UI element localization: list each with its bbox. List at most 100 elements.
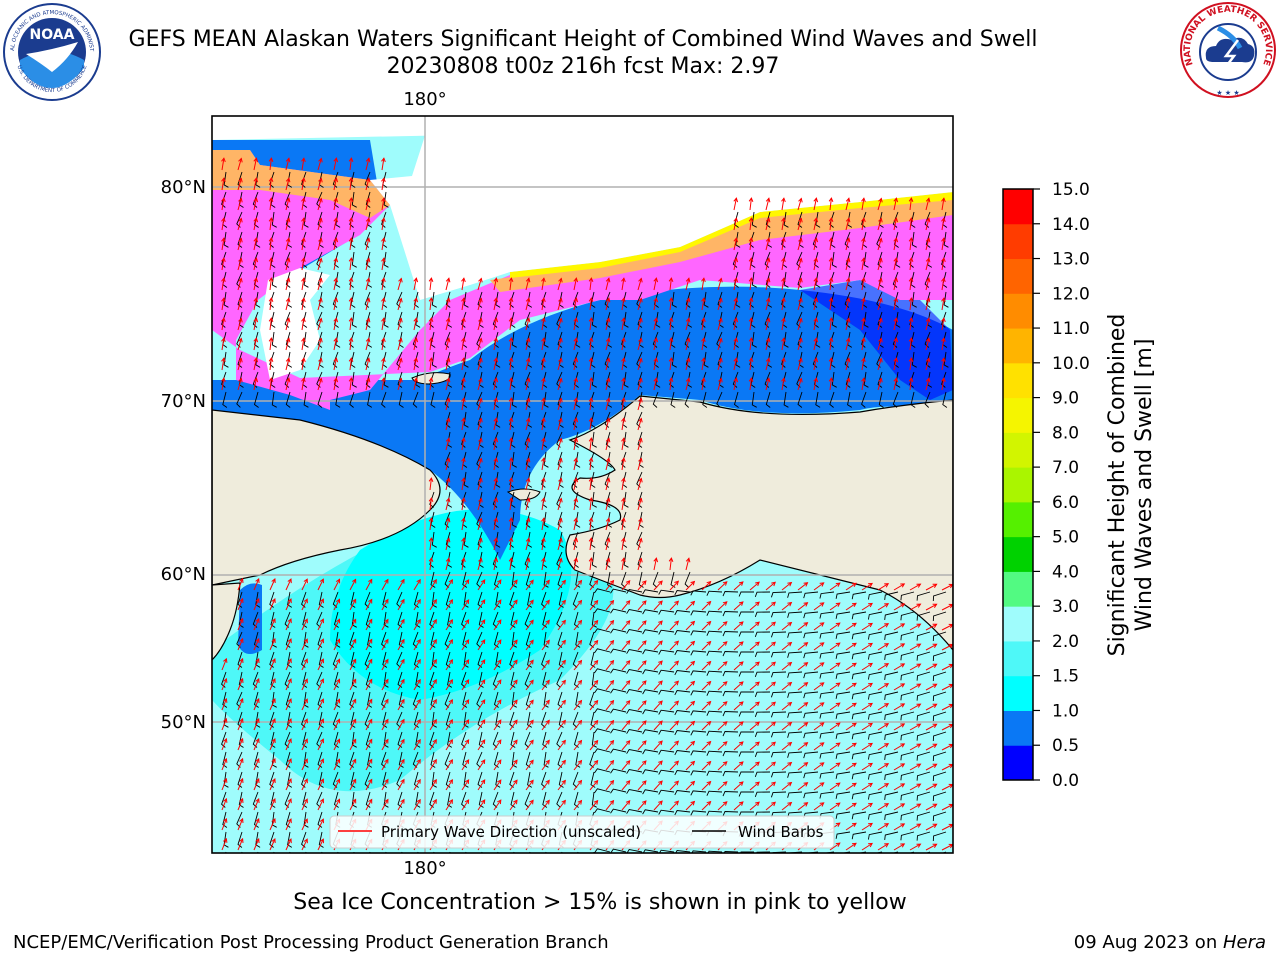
- wave-arrow-head: [941, 297, 946, 303]
- wave-direction-arrow: [253, 838, 260, 851]
- wave-direction-arrow: [317, 798, 324, 811]
- wave-arrow-head: [819, 762, 825, 767]
- wave-arrow-head: [755, 781, 760, 787]
- wave-arrow-head: [381, 157, 386, 163]
- wave-direction-arrow: [365, 779, 373, 791]
- wave-arrow-head: [605, 497, 611, 503]
- wave-arrow-head: [400, 578, 405, 584]
- wave-direction-arrow: [733, 198, 737, 211]
- wind-barb: [397, 311, 403, 328]
- wind-barb: [524, 731, 531, 748]
- wave-direction-arrow: [733, 218, 737, 231]
- wave-direction-arrow: [285, 378, 290, 391]
- wave-arrow-head: [653, 277, 659, 283]
- wave-direction-arrow: [413, 298, 417, 311]
- wave-direction-arrow: [877, 783, 889, 791]
- wind-barb: [497, 851, 499, 853]
- wave-arrow-head: [884, 723, 890, 728]
- wind-barb: [932, 611, 947, 622]
- wave-direction-arrow: [621, 298, 625, 311]
- wave-arrow-head: [845, 217, 851, 223]
- wind-barb: [590, 591, 596, 608]
- wave-arrow-head: [221, 357, 226, 363]
- wave-direction-arrow: [941, 278, 945, 291]
- wind-barb: [652, 331, 659, 348]
- wave-direction-arrow: [365, 158, 370, 171]
- wave-arrow-head: [932, 583, 938, 588]
- wave-direction-arrow: [461, 418, 465, 431]
- wave-direction-arrow: [877, 843, 889, 851]
- wind-barb: [493, 571, 499, 588]
- wind-barb: [269, 231, 275, 248]
- wave-arrow-head: [893, 297, 899, 303]
- wind-barb: [463, 531, 469, 548]
- wave-arrow-head: [701, 357, 706, 363]
- wave-direction-arrow: [765, 701, 776, 711]
- wind-barb: [511, 451, 517, 468]
- wave-arrow-head: [416, 658, 421, 664]
- wind-barb: [703, 291, 709, 308]
- wave-direction-arrow: [797, 318, 802, 331]
- wave-direction-arrow: [909, 643, 921, 651]
- wave-direction-arrow: [941, 238, 945, 251]
- wave-arrow-head: [787, 761, 793, 767]
- wave-arrow-head: [884, 823, 890, 828]
- wave-direction-arrow: [925, 198, 930, 211]
- wave-direction-arrow: [941, 378, 945, 391]
- wave-direction-arrow: [637, 620, 647, 631]
- wave-direction-arrow: [893, 843, 905, 851]
- wave-direction-arrow: [829, 642, 841, 651]
- wind-barb: [222, 811, 228, 828]
- wave-arrow-head: [690, 580, 696, 586]
- wave-arrow-head: [748, 197, 754, 202]
- wave-direction-arrow: [653, 800, 663, 811]
- wave-direction-arrow: [493, 538, 497, 551]
- wind-barb: [909, 371, 915, 388]
- wave-arrow-head: [638, 377, 643, 383]
- wave-arrow-head: [803, 622, 809, 627]
- wave-direction-arrow: [221, 678, 227, 691]
- wave-direction-arrow: [733, 378, 737, 391]
- wave-arrow-head: [318, 157, 323, 163]
- wave-direction-arrow: [509, 538, 512, 551]
- wind-barb: [575, 631, 581, 648]
- wave-direction-arrow: [461, 378, 465, 391]
- wind-barb: [932, 771, 947, 782]
- wave-arrow-head: [819, 722, 825, 727]
- wave-direction-arrow: [733, 661, 744, 671]
- wind-barb: [591, 551, 597, 568]
- wave-direction-arrow: [701, 681, 711, 691]
- wave-direction-arrow: [381, 298, 385, 311]
- wave-arrow-head: [813, 257, 819, 263]
- wind-barb: [674, 630, 691, 636]
- wave-arrow-head: [605, 537, 611, 543]
- colorbar-label-line1: Significant Height of Combined: [1105, 314, 1130, 657]
- wind-barb: [690, 590, 707, 596]
- wave-direction-arrow: [557, 800, 566, 811]
- wave-direction-arrow: [573, 800, 582, 811]
- wave-direction-arrow: [573, 318, 577, 331]
- wave-direction-arrow: [589, 358, 592, 371]
- wind-barb: [511, 511, 517, 528]
- wave-arrow-head: [706, 740, 712, 746]
- wind-barb: [942, 391, 948, 408]
- wave-arrow-head: [798, 297, 803, 303]
- wind-barb: [318, 711, 324, 728]
- wave-direction-arrow: [237, 178, 242, 191]
- wind-barb: [851, 731, 867, 740]
- wave-direction-arrow: [525, 558, 530, 571]
- wave-arrow-head: [941, 317, 946, 323]
- wave-arrow-head: [221, 257, 226, 263]
- wind-barb: [900, 751, 915, 761]
- wave-direction-arrow: [445, 719, 453, 731]
- wave-direction-arrow: [845, 198, 850, 211]
- wave-arrow-head: [932, 763, 938, 768]
- wave-direction-arrow: [717, 581, 728, 591]
- wave-direction-arrow: [621, 760, 631, 771]
- wind-barb: [722, 711, 739, 717]
- wave-direction-arrow: [829, 582, 841, 591]
- wave-direction-arrow: [285, 698, 292, 711]
- wave-arrow-head: [301, 317, 306, 323]
- wave-direction-arrow: [221, 158, 225, 171]
- wind-barb: [932, 671, 947, 682]
